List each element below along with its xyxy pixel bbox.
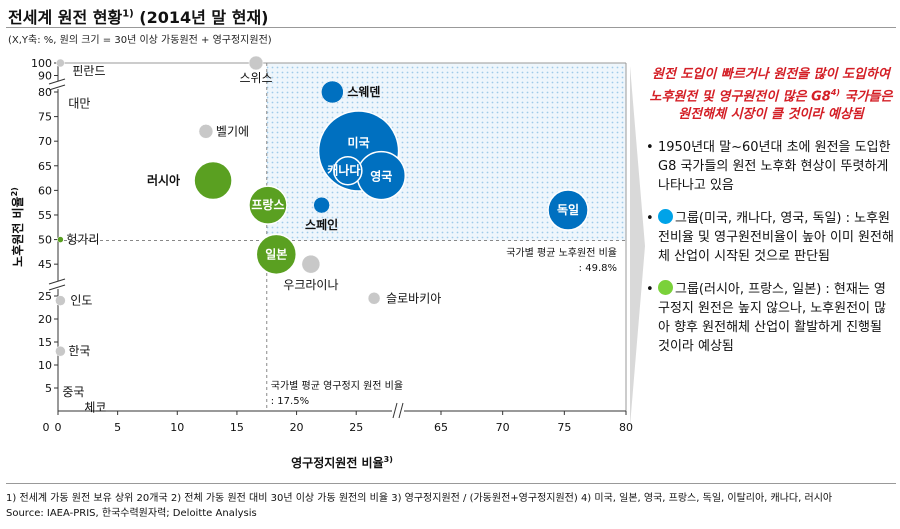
y-tick-label: 25 — [38, 290, 52, 303]
bubble-스웨덴 — [321, 80, 344, 104]
x-tick-label: 0 — [55, 421, 62, 434]
bubble-러시아 — [193, 160, 233, 201]
x-axis-label: 영구정지원전 비율3) — [291, 455, 393, 470]
bubble-헝가리 — [57, 236, 64, 243]
bullet-3: • 그룹(러시아, 프랑스, 일본) : 현재는 영구정지 원전은 높지 않으나,… — [646, 280, 887, 355]
bubble-프랑스 — [248, 185, 288, 225]
bubble-캐나다 — [333, 155, 363, 186]
bubble-label-우크라이나: 우크라이나 — [283, 278, 338, 292]
avg-stop-label: 국가별 평균 영구정지 원전 비율 — [271, 380, 403, 392]
y-break-upper-gap — [50, 81, 66, 89]
x-tick-label: 10 — [170, 421, 184, 434]
bubble-label-일본: 일본 — [265, 247, 287, 261]
bubble-label-스위스: 스위스 — [239, 71, 272, 85]
x-tick-label: 65 — [434, 421, 448, 434]
y-tick-label: 70 — [38, 135, 52, 148]
bullet-2: • 그룹(미국, 캐나다, 영국, 독일) : 노후원전비율 및 영구원전비율이 … — [646, 209, 894, 265]
y-tick-label: 10 — [38, 359, 52, 372]
avg-stop-value: : 17.5% — [271, 396, 309, 407]
green-circle-icon — [658, 280, 673, 296]
x-tick-label: 5 — [114, 421, 121, 434]
side-panel: 원전 도입이 빠르거나 원전을 많이 도입하여 노후원전 및 영구원전이 많은 … — [646, 66, 896, 356]
bubble-label-체코: 체코 — [84, 401, 106, 415]
source-note: Source: IAEA-PRIS, 한국수력원자력; Deloitte Ana… — [6, 508, 257, 519]
y-tick-label: 75 — [38, 111, 52, 124]
callout-text: 원전 도입이 빠르거나 원전을 많이 도입하여 노후원전 및 영구원전이 많은 … — [649, 67, 893, 123]
y-tick-label: 65 — [38, 160, 52, 173]
y-break-upper-mark-a — [48, 78, 66, 85]
y-break-lower-mark-b — [48, 284, 66, 291]
y-tick-label: 60 — [38, 184, 52, 197]
y-tick-label: 100 — [31, 57, 52, 70]
bubble-label-중국: 중국 — [62, 385, 84, 399]
bubble-label-슬로바키아: 슬로바키아 — [386, 291, 441, 305]
y-tick-label: 15 — [38, 336, 52, 349]
x-tick-label: 80 — [619, 421, 633, 434]
bubble-label-프랑스: 프랑스 — [251, 198, 284, 212]
x-tick-label: 25 — [349, 421, 363, 434]
y-tick-label: 45 — [38, 258, 52, 271]
bubble-chart: 0 5 10 15 20 25 65 70 75 80 5 10 15 20 25 45 50 55 60 65 70 7… — [10, 55, 645, 470]
avg-old-value: : 49.8% — [579, 263, 617, 274]
x-break-mark-a — [392, 402, 398, 419]
footnote: 1) 전세계 가동 원전 보유 상위 20개국 2) 전체 가동 원전 대비 3… — [6, 493, 833, 504]
y-break-upper-mark-b — [48, 84, 66, 91]
y-break-lower-gap — [50, 281, 66, 289]
bubble-label-벨기에: 벨기에 — [216, 124, 249, 138]
title-divider — [6, 27, 896, 28]
bubble-슬로바키아 — [367, 292, 381, 305]
bullet-1: • 1950년대 말~60년대 초에 원전을 도입한 G8 국가들의 원전 노후화… — [646, 140, 891, 194]
bubble-label-인도: 인도 — [70, 294, 92, 308]
bubble-label-영국: 영국 — [370, 169, 392, 184]
bubble-스페인 — [313, 196, 330, 214]
blue-circle-icon — [658, 209, 673, 225]
y-tick-label: 20 — [38, 313, 52, 326]
bubble-우크라이나 — [301, 254, 321, 274]
x-tick-label: 75 — [557, 421, 571, 434]
footer-divider — [6, 483, 896, 484]
bubble-일본 — [255, 233, 298, 276]
x-tick-label: 20 — [290, 421, 304, 434]
x-break-gap — [392, 403, 404, 419]
bubble-label-헝가리: 헝가리 — [66, 233, 99, 247]
bubble-독일 — [547, 189, 589, 231]
x-tick-label: 70 — [496, 421, 510, 434]
origin-label: 0 — [43, 421, 50, 434]
y-axis-label: 노후원전 비율2) — [10, 187, 25, 267]
x-break-mark-b — [398, 402, 404, 419]
bubble-label-한국: 한국 — [68, 344, 90, 358]
bubble-label-미국: 미국 — [348, 135, 370, 150]
bubble-label-핀란드: 핀란드 — [72, 64, 105, 78]
bubble-label-스웨덴: 스웨덴 — [347, 84, 380, 99]
y-tick-label: 5 — [45, 382, 52, 395]
bubble-label-캐나다: 캐나다 — [327, 163, 360, 178]
avg-old-label: 국가별 평균 노후원전 비율 — [506, 247, 617, 259]
bubble-인도 — [55, 295, 66, 306]
y-tick-label: 50 — [38, 234, 52, 247]
bubble-스위스 — [248, 55, 264, 71]
y-tick-label: 90 — [38, 70, 52, 83]
bubble-벨기에 — [198, 124, 214, 139]
chevron-arrow-icon — [630, 66, 645, 426]
bubble-label-독일: 독일 — [557, 203, 579, 217]
page-title: 전세계 원전 현황1) (2014년 말 현재) — [8, 8, 269, 27]
bubble-label-스페인: 스페인 — [305, 217, 338, 232]
bubble-label-러시아: 러시아 — [147, 173, 180, 188]
y-tick-label: 55 — [38, 209, 52, 222]
x-tick-label: 15 — [230, 421, 244, 434]
chart-subtitle: (X,Y축: %, 원의 크기 = 30년 이상 가동원전 + 영구정지원전) — [8, 35, 272, 46]
bubble-핀란드 — [56, 58, 65, 68]
y-tick-label: 80 — [38, 86, 52, 99]
bubble-label-대만: 대만 — [68, 97, 90, 111]
y-break-lower-mark-a — [48, 278, 66, 285]
bubble-한국 — [55, 345, 66, 357]
